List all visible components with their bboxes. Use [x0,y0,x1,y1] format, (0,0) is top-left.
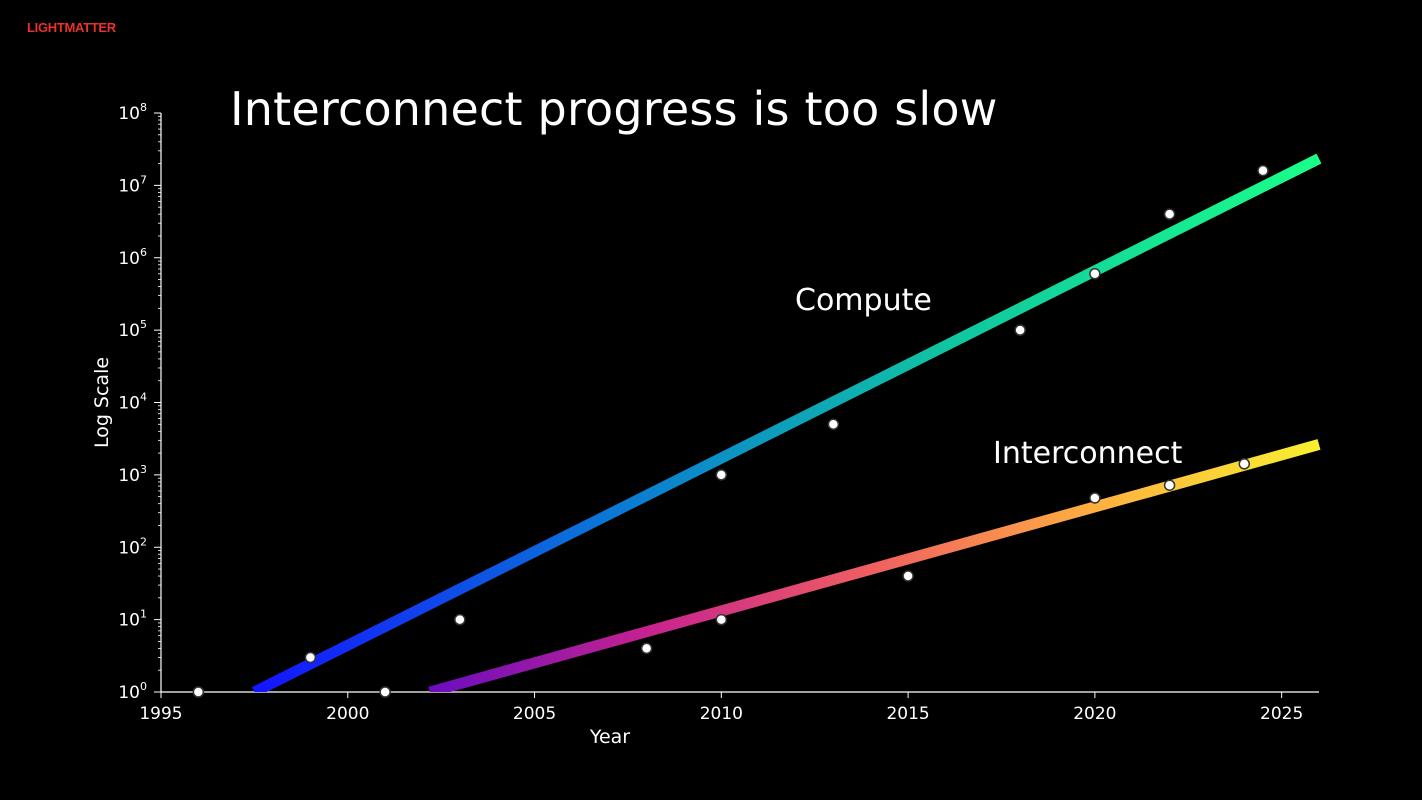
x-tick-label: 2025 [1260,704,1303,724]
point-compute [379,686,391,698]
y-tick-label: 100 [118,680,147,703]
trend-lines [251,153,1321,692]
y-tick-label: 103 [118,463,147,486]
series-labels: Compute Interconnect [795,283,1183,471]
lightmatter-logo: LIGHTMATTER [27,20,116,35]
series-label-interconnect: Interconnect [993,436,1183,471]
y-tick-label: 107 [118,173,147,196]
point-compute [454,613,466,626]
trend-line-interconnect [428,439,1321,692]
axes: 1995 2000 2005 2010 2015 2020 2025 100 101 102 103… [91,101,1319,748]
x-tick-label: 2000 [326,704,369,724]
y-tick-label: 101 [118,608,147,631]
point-interconnect [715,613,728,626]
x-tick-label: 2005 [513,704,556,724]
point-compute [715,469,728,481]
point-interconnect [902,570,914,582]
y-tick-label: 102 [118,535,147,558]
series-label-compute: Compute [795,283,932,318]
slide-title: Interconnect progress is too slow [230,82,998,136]
y-tick-label: 106 [118,246,147,269]
x-tick-label: 2010 [700,704,743,724]
point-compute [1014,324,1026,336]
point-interconnect [1089,492,1101,504]
data-points [192,164,1269,698]
y-tick-label: 108 [118,101,147,124]
x-tick-label: 2015 [886,704,929,724]
point-compute [1257,164,1269,177]
point-compute [827,418,840,431]
point-compute [1163,208,1176,220]
point-compute [192,686,205,698]
point-interconnect [1238,458,1251,470]
y-axis-title: Log Scale [91,357,113,448]
point-interconnect [1163,479,1176,491]
y-tick-label: 105 [118,318,147,341]
point-interconnect [640,642,653,655]
x-tick-label: 1995 [139,704,182,724]
y-tick-label: 104 [118,391,147,414]
x-tick-label: 2020 [1073,704,1116,724]
trend-line-compute [251,153,1321,692]
point-compute [304,651,317,664]
x-axis-title: Year [589,726,630,748]
point-compute [1089,268,1101,280]
